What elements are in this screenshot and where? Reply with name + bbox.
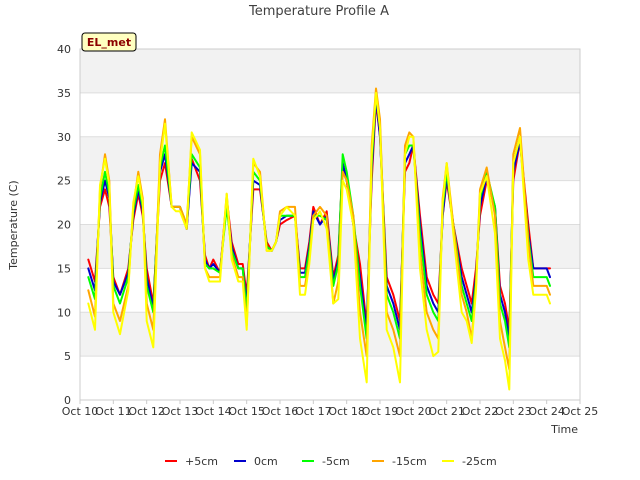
x-tick-label: Oct 11 bbox=[95, 405, 132, 418]
legend-item: -15cm bbox=[372, 455, 427, 468]
x-tick-label: Oct 25 bbox=[562, 405, 599, 418]
site-badge-box bbox=[81, 32, 137, 52]
x-tick-label: Oct 18 bbox=[328, 405, 365, 418]
plot-band bbox=[80, 136, 580, 181]
plot-area-frame bbox=[79, 48, 581, 401]
legend-item: -5cm bbox=[302, 455, 350, 468]
y-tick-label: 20 bbox=[57, 219, 71, 232]
x-tick-label: Oct 22 bbox=[462, 405, 499, 418]
y-tick-label: 40 bbox=[57, 43, 71, 56]
y-axis: 0 5 10 15 20 25 30 35 40 bbox=[57, 43, 71, 407]
x-tick-label: Oct 24 bbox=[528, 405, 565, 418]
y-tick-label: 25 bbox=[57, 175, 71, 188]
x-tick-label: Oct 21 bbox=[428, 405, 465, 418]
legend-item: 0cm bbox=[234, 455, 278, 468]
x-tick-label: Oct 20 bbox=[395, 405, 432, 418]
plot-band bbox=[80, 312, 580, 357]
x-tick-label: Oct 16 bbox=[262, 405, 299, 418]
y-tick-label: 0 bbox=[64, 394, 71, 407]
site-badge-label: EL_met bbox=[87, 36, 131, 49]
x-tick-label: Oct 10 bbox=[62, 405, 99, 418]
series-line--25cm bbox=[87, 91, 551, 391]
legend-label: 0cm bbox=[254, 455, 278, 468]
y-tick-label: 30 bbox=[57, 131, 71, 144]
legend: +5cm 0cm -5cm -15cm -25cm bbox=[165, 455, 497, 468]
x-tick-label: Oct 17 bbox=[295, 405, 332, 418]
site-badge: EL_met bbox=[81, 32, 137, 52]
legend-label: -5cm bbox=[322, 455, 350, 468]
chart-title: Temperature Profile A bbox=[248, 4, 389, 19]
plot-bands bbox=[80, 49, 580, 357]
legend-label: -15cm bbox=[392, 455, 427, 468]
x-tick-label: Oct 23 bbox=[495, 405, 532, 418]
x-tick-label: Oct 14 bbox=[195, 405, 232, 418]
y-tick-label: 10 bbox=[57, 306, 71, 319]
y-tick-label: 5 bbox=[64, 350, 71, 363]
x-tick-label: Oct 19 bbox=[362, 405, 399, 418]
x-tick-label: Oct 12 bbox=[128, 405, 165, 418]
x-tick-label: Oct 13 bbox=[162, 405, 199, 418]
legend-item: -25cm bbox=[442, 455, 497, 468]
legend-item: +5cm bbox=[165, 455, 218, 468]
series-layer bbox=[87, 87, 551, 391]
legend-label: -25cm bbox=[462, 455, 497, 468]
y-tick-label: 15 bbox=[57, 262, 71, 275]
x-tick-label: Oct 15 bbox=[228, 405, 265, 418]
plot-band bbox=[80, 49, 580, 93]
y-tick-label: 35 bbox=[57, 87, 71, 100]
y-axis-label: Temperature (C) bbox=[7, 180, 20, 270]
x-axis-label: Time bbox=[550, 423, 578, 436]
legend-label: +5cm bbox=[185, 455, 218, 468]
